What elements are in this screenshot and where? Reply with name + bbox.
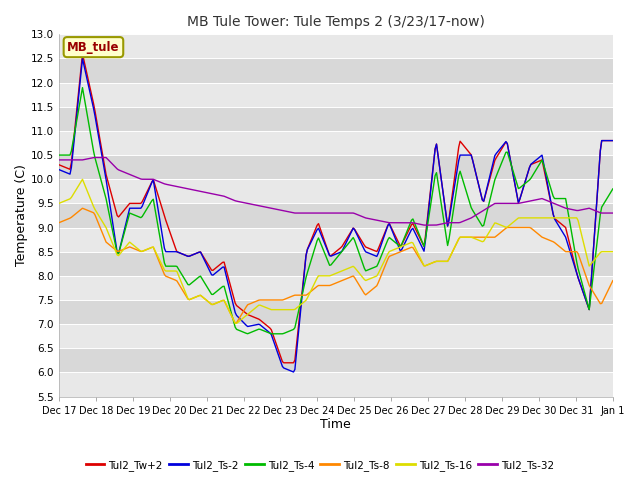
Bar — [59, 179, 613, 204]
Bar — [59, 83, 613, 107]
Bar — [59, 276, 613, 300]
Title: MB Tule Tower: Tule Temps 2 (3/23/17-now): MB Tule Tower: Tule Temps 2 (3/23/17-now… — [187, 15, 484, 29]
Legend: Tul2_Tw+2, Tul2_Ts-2, Tul2_Ts-4, Tul2_Ts-8, Tul2_Ts-16, Tul2_Ts-32: Tul2_Tw+2, Tul2_Ts-2, Tul2_Ts-4, Tul2_Ts… — [81, 456, 559, 475]
Bar — [59, 252, 613, 276]
Bar — [59, 228, 613, 252]
Bar — [59, 131, 613, 155]
Bar — [59, 155, 613, 179]
Bar — [59, 348, 613, 372]
X-axis label: Time: Time — [321, 419, 351, 432]
Bar — [59, 300, 613, 324]
Bar — [59, 324, 613, 348]
Y-axis label: Temperature (C): Temperature (C) — [15, 165, 28, 266]
Bar — [59, 107, 613, 131]
Bar — [59, 372, 613, 396]
Bar — [59, 204, 613, 228]
Bar — [59, 35, 613, 59]
Text: MB_tule: MB_tule — [67, 41, 120, 54]
Bar — [59, 59, 613, 83]
